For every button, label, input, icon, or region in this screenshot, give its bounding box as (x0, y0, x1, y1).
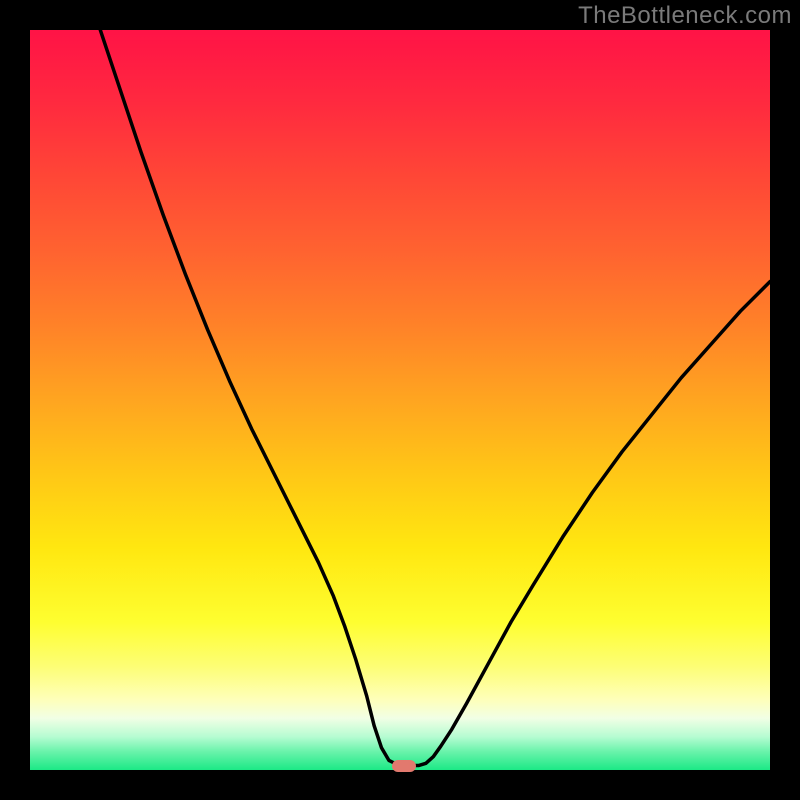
plot-svg (30, 30, 770, 770)
plot-area (30, 30, 770, 770)
chart-container: TheBottleneck.com (0, 0, 800, 800)
bottleneck-marker (392, 760, 416, 772)
watermark-text: TheBottleneck.com (578, 2, 792, 30)
